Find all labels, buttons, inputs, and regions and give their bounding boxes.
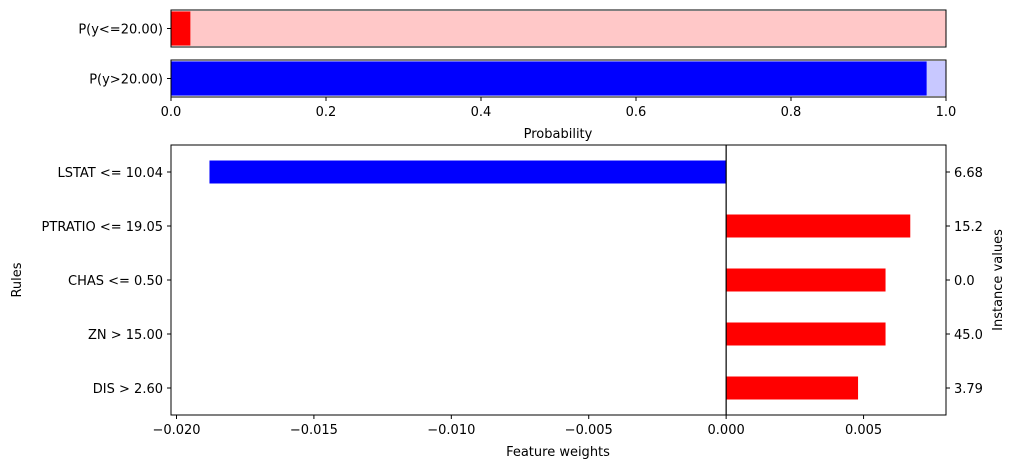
instance-value-label: 6.68 — [954, 166, 983, 181]
instance-value-label: 3.79 — [954, 382, 983, 397]
probability-bar — [171, 61, 927, 96]
probability-x-tick-label: 0.8 — [781, 105, 802, 120]
probability-x-tick-label: 1.0 — [936, 105, 957, 120]
rule-label: DIS > 2.60 — [93, 382, 163, 397]
weights-x-tick-label: −0.010 — [427, 423, 475, 438]
instance-value-label: 15.2 — [954, 220, 983, 235]
weights-x-tick-label: −0.005 — [565, 423, 613, 438]
rule-label: CHAS <= 0.50 — [68, 274, 163, 289]
rule-label: LSTAT <= 10.04 — [57, 166, 163, 181]
weight-bar — [726, 268, 886, 292]
probability-x-axis-label: Probability — [524, 127, 593, 142]
weight-bar — [726, 214, 911, 238]
probability-panels: P(y<=20.00) P(y>20.00) 0.0 0.2 0.4 0.6 0.8 1.0 — [78, 9, 957, 120]
weights-x-tick-label: −0.015 — [290, 423, 338, 438]
probability-x-tick-label: 0.0 — [161, 105, 182, 120]
instance-value-label: 45.0 — [954, 328, 983, 343]
probability-band — [171, 11, 946, 46]
probability-x-tick-label: 0.2 — [316, 105, 337, 120]
instance-values-y-axis-label: Instance values — [991, 229, 1006, 331]
weights-x-tick-label: 0.005 — [845, 423, 882, 438]
probability-bar — [171, 11, 191, 46]
rule-label: ZN > 15.00 — [88, 328, 163, 343]
weight-bar — [209, 160, 727, 184]
feature-weights-x-axis-label: Feature weights — [506, 445, 610, 460]
weights-plot-frame — [170, 144, 947, 416]
feature-weights-panel: LSTAT <= 10.04 6.68 PTRATIO <= 19.05 15.2 CH… — [42, 144, 983, 438]
rules-y-axis-label: Rules — [10, 262, 25, 297]
probability-x-tick-label: 0.4 — [471, 105, 492, 120]
weight-bar — [726, 322, 886, 346]
probability-label: P(y<=20.00) — [78, 23, 163, 38]
probability-x-tick-label: 0.6 — [626, 105, 647, 120]
weight-bar — [726, 376, 859, 400]
probability-label: P(y>20.00) — [89, 73, 163, 88]
weights-x-tick-label: −0.020 — [152, 423, 200, 438]
instance-value-label: 0.0 — [954, 274, 975, 289]
rule-label: PTRATIO <= 19.05 — [42, 220, 163, 235]
weights-x-tick-label: 0.000 — [708, 423, 745, 438]
